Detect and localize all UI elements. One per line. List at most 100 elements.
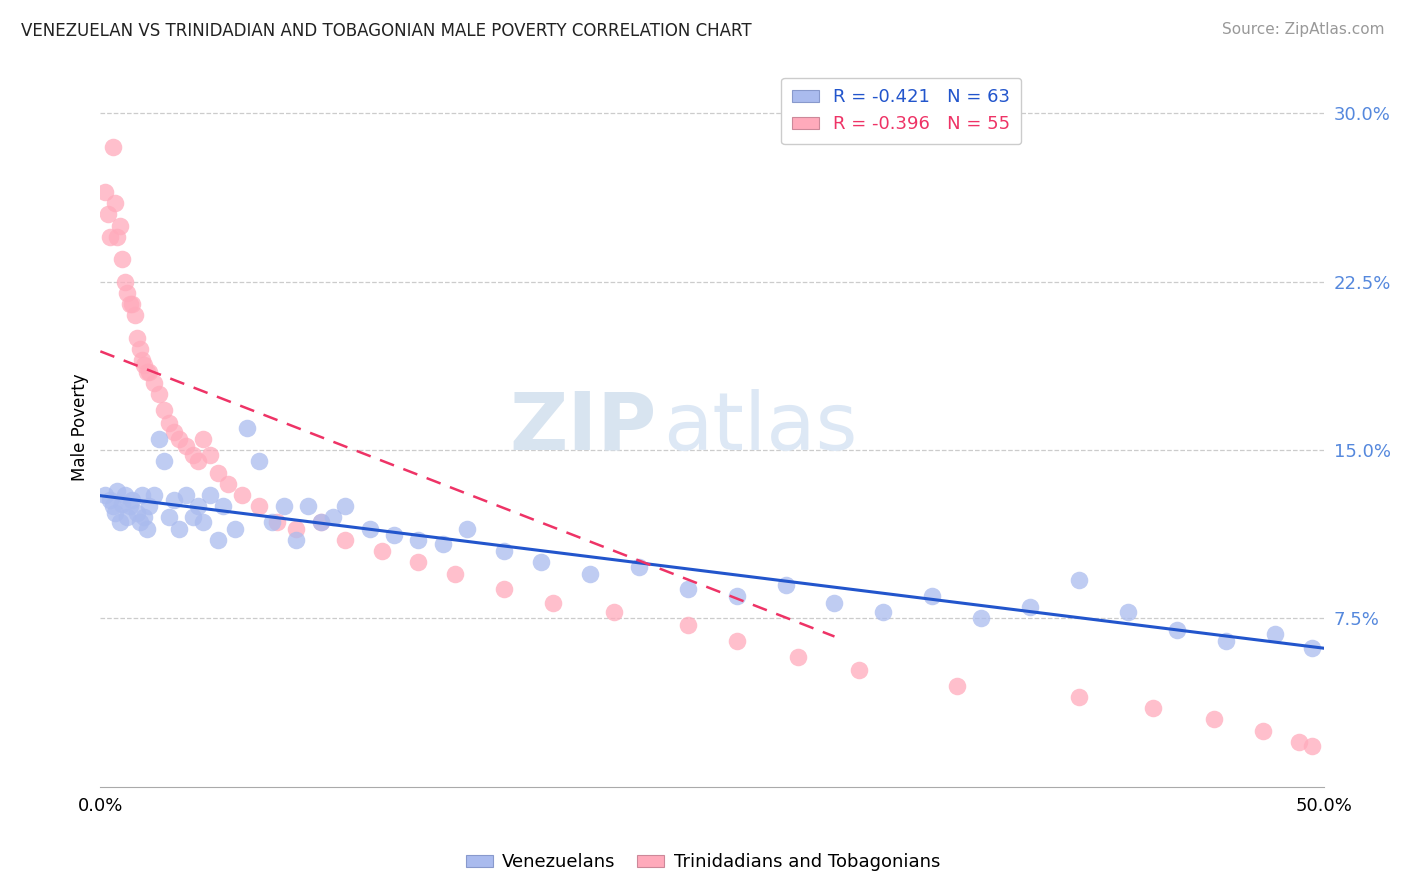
Point	[153, 454, 176, 468]
Point	[382, 528, 405, 542]
Point	[94, 488, 117, 502]
Point	[153, 402, 176, 417]
Point	[134, 510, 156, 524]
Point	[676, 618, 699, 632]
Point	[1019, 600, 1042, 615]
Point	[249, 500, 271, 514]
Legend: Venezuelans, Trinidadians and Tobagonians: Venezuelans, Trinidadians and Tobagonian…	[458, 847, 948, 879]
Point	[1301, 739, 1323, 754]
Point	[1288, 735, 1310, 749]
Point	[627, 559, 650, 574]
Point	[143, 488, 166, 502]
Point	[970, 611, 993, 625]
Point	[134, 358, 156, 372]
Point	[494, 582, 516, 597]
Point	[946, 679, 969, 693]
Point	[322, 510, 344, 524]
Point	[174, 488, 197, 502]
Point	[872, 605, 894, 619]
Point	[167, 522, 190, 536]
Point	[143, 376, 166, 390]
Point	[121, 297, 143, 311]
Text: ZIP: ZIP	[510, 389, 657, 467]
Point	[1069, 690, 1091, 704]
Text: atlas: atlas	[664, 389, 858, 467]
Point	[224, 522, 246, 536]
Point	[266, 515, 288, 529]
Point	[333, 533, 356, 547]
Legend: R = -0.421   N = 63, R = -0.396   N = 55: R = -0.421 N = 63, R = -0.396 N = 55	[780, 78, 1021, 145]
Point	[191, 432, 214, 446]
Point	[775, 578, 797, 592]
Point	[725, 634, 748, 648]
Point	[138, 500, 160, 514]
Point	[107, 230, 129, 244]
Point	[260, 515, 283, 529]
Point	[183, 510, 205, 524]
Point	[676, 582, 699, 597]
Point	[107, 483, 129, 498]
Point	[207, 466, 229, 480]
Point	[148, 387, 170, 401]
Point	[117, 285, 139, 300]
Point	[408, 533, 430, 547]
Point	[231, 488, 253, 502]
Point	[1202, 713, 1225, 727]
Point	[359, 522, 381, 536]
Point	[725, 589, 748, 603]
Point	[1069, 574, 1091, 588]
Point	[285, 533, 308, 547]
Point	[1301, 640, 1323, 655]
Point	[98, 230, 121, 244]
Point	[187, 454, 209, 468]
Point	[163, 492, 186, 507]
Point	[187, 500, 209, 514]
Point	[309, 515, 332, 529]
Point	[217, 476, 239, 491]
Point	[163, 425, 186, 439]
Point	[108, 515, 131, 529]
Point	[124, 309, 146, 323]
Point	[104, 196, 127, 211]
Point	[1116, 605, 1139, 619]
Text: VENEZUELAN VS TRINIDADIAN AND TOBAGONIAN MALE POVERTY CORRELATION CHART: VENEZUELAN VS TRINIDADIAN AND TOBAGONIAN…	[21, 22, 752, 40]
Point	[135, 522, 157, 536]
Point	[273, 500, 295, 514]
Point	[207, 533, 229, 547]
Point	[200, 488, 222, 502]
Point	[1166, 623, 1188, 637]
Point	[121, 492, 143, 507]
Point	[94, 185, 117, 199]
Point	[131, 488, 153, 502]
Point	[541, 596, 564, 610]
Point	[432, 537, 454, 551]
Point	[118, 500, 141, 514]
Point	[108, 219, 131, 233]
Point	[236, 420, 259, 434]
Point	[148, 432, 170, 446]
Point	[117, 510, 139, 524]
Point	[309, 515, 332, 529]
Point	[157, 510, 180, 524]
Point	[97, 207, 120, 221]
Point	[191, 515, 214, 529]
Point	[125, 331, 148, 345]
Point	[1251, 723, 1274, 738]
Y-axis label: Male Poverty: Male Poverty	[72, 374, 89, 482]
Point	[848, 663, 870, 677]
Point	[101, 140, 124, 154]
Point	[1142, 701, 1164, 715]
Point	[578, 566, 600, 581]
Point	[128, 342, 150, 356]
Point	[494, 544, 516, 558]
Point	[1264, 627, 1286, 641]
Point	[114, 275, 136, 289]
Point	[128, 515, 150, 529]
Point	[1215, 634, 1237, 648]
Point	[297, 500, 319, 514]
Point	[111, 252, 134, 267]
Point	[200, 448, 222, 462]
Point	[131, 353, 153, 368]
Point	[333, 500, 356, 514]
Point	[183, 448, 205, 462]
